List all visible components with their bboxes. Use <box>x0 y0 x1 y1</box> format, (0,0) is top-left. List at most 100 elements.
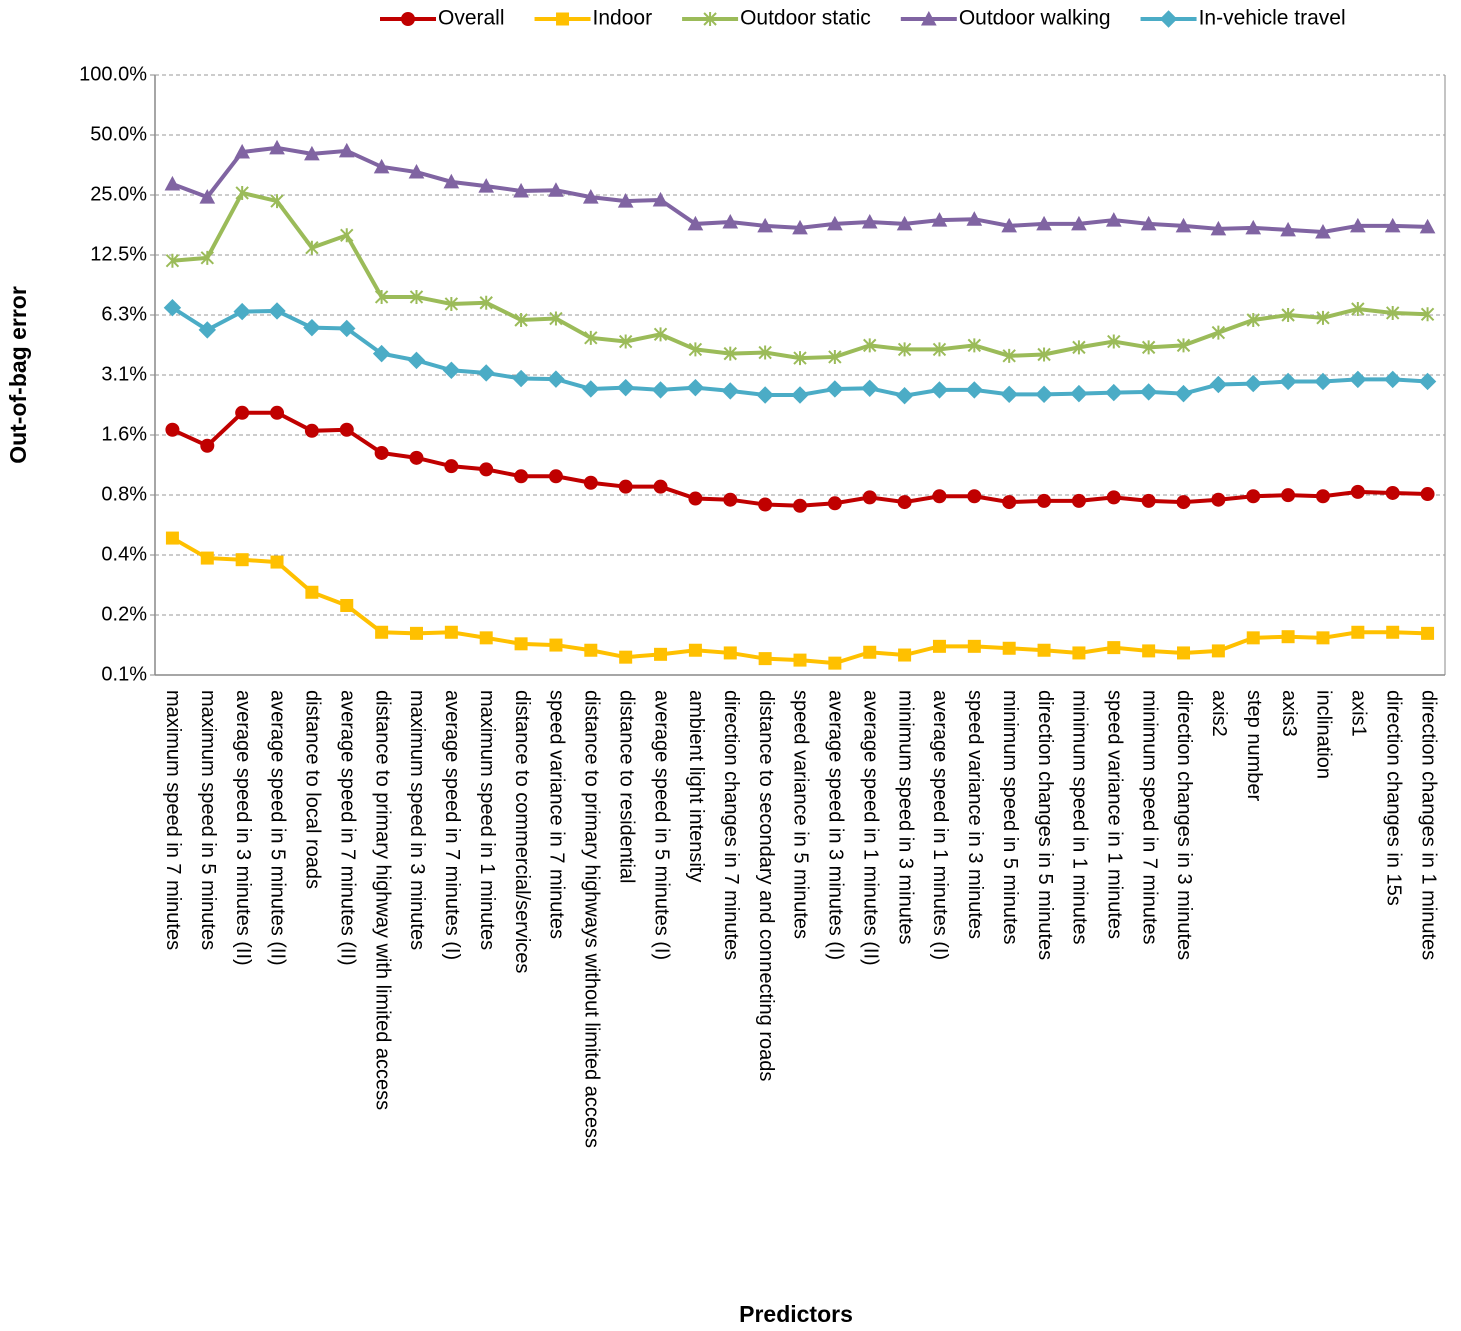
data-point <box>200 250 215 265</box>
data-point <box>1211 492 1226 507</box>
data-point <box>582 380 600 398</box>
data-point <box>967 489 982 504</box>
data-point <box>863 645 877 659</box>
data-point <box>338 319 356 338</box>
data-point <box>409 289 424 304</box>
data-point <box>1036 215 1052 231</box>
data-point <box>1001 217 1018 233</box>
data-point <box>758 345 772 360</box>
x-tick-label: distance to local roads <box>302 690 324 889</box>
series-line <box>171 536 1428 666</box>
data-point <box>305 585 319 599</box>
y-axis-title: Out-of-bag error <box>5 286 31 464</box>
y-tick-label: 1.6% <box>101 423 147 445</box>
data-point <box>304 423 319 438</box>
data-point <box>967 639 981 653</box>
data-point <box>1002 348 1016 363</box>
data-point <box>1419 218 1436 234</box>
data-point <box>1280 221 1296 237</box>
data-point <box>1246 312 1260 327</box>
data-point <box>722 213 739 229</box>
data-point <box>932 639 946 653</box>
data-point <box>1246 631 1260 645</box>
data-point <box>1175 217 1192 233</box>
data-point <box>1071 493 1086 508</box>
data-point <box>1037 643 1051 657</box>
data-point <box>827 496 842 511</box>
data-point <box>1141 340 1156 355</box>
data-point <box>583 475 598 490</box>
legend-item: Indoor <box>534 7 652 30</box>
data-point <box>1315 489 1330 504</box>
data-point <box>200 438 215 453</box>
data-point <box>1177 646 1191 660</box>
data-point <box>547 370 565 388</box>
data-point <box>443 173 460 189</box>
data-point <box>340 598 354 612</box>
x-tick-label: average speed in 7 minutes (I) <box>441 690 463 960</box>
series-line <box>172 190 1428 361</box>
data-point <box>861 213 878 229</box>
data-point <box>1418 372 1437 391</box>
x-tick-label: direction changes in 3 minutes <box>1173 690 1195 960</box>
data-point <box>757 217 773 233</box>
data-point <box>618 479 633 494</box>
series-line <box>171 410 1428 508</box>
data-point <box>828 656 842 670</box>
data-point <box>1279 372 1297 391</box>
data-point <box>514 469 529 484</box>
data-point <box>1002 495 1017 510</box>
data-point <box>688 643 702 657</box>
data-point <box>1384 217 1401 233</box>
x-tick-label: average speed in 5 minutes (I) <box>650 690 672 960</box>
data-point <box>931 212 948 227</box>
x-tick-label: maximum speed in 5 minutes <box>197 690 219 950</box>
data-point <box>514 637 528 651</box>
data-point <box>512 369 530 388</box>
y-tick-label: 3.1% <box>101 363 147 385</box>
data-point <box>235 185 249 200</box>
data-point <box>1141 493 1156 508</box>
data-point <box>165 531 179 545</box>
data-point <box>270 555 284 569</box>
x-tick-label: axis1 <box>1348 690 1370 737</box>
data-point <box>897 495 912 510</box>
data-point <box>1139 383 1158 401</box>
data-point <box>1314 372 1332 391</box>
legend-label: In-vehicle travel <box>1199 7 1346 30</box>
y-tick-label: 0.8% <box>101 483 147 505</box>
data-point <box>269 139 285 155</box>
data-point <box>1281 630 1295 644</box>
data-point <box>235 405 250 420</box>
data-point <box>1035 385 1053 404</box>
legend-item: Outdoor static <box>682 7 871 30</box>
legend-label: Outdoor walking <box>959 7 1111 30</box>
data-point <box>373 158 390 174</box>
data-point <box>1211 644 1225 658</box>
y-tick-label: 100.0% <box>79 63 147 85</box>
data-point <box>1107 641 1121 655</box>
data-point <box>303 318 321 337</box>
legend-item: Overall <box>380 7 505 30</box>
data-point <box>1037 347 1051 362</box>
data-point <box>1174 384 1193 403</box>
data-point <box>200 551 214 565</box>
data-point <box>930 381 949 399</box>
x-tick-label: direction changes in 1 minutes <box>1417 690 1439 960</box>
data-point <box>1385 305 1400 320</box>
data-point <box>758 497 773 512</box>
data-point <box>861 379 879 398</box>
x-tick-label: axis3 <box>1278 690 1300 737</box>
x-tick-label: distance to primary highways without lim… <box>581 690 603 1148</box>
data-point <box>687 215 704 231</box>
data-point <box>479 631 493 645</box>
data-point <box>165 253 180 268</box>
data-point <box>1351 301 1365 316</box>
x-tick-label: inclination <box>1313 690 1335 779</box>
data-point <box>1385 485 1400 500</box>
data-point <box>444 296 459 311</box>
data-point <box>165 422 180 437</box>
data-point <box>548 469 563 484</box>
x-tick-label: minimum speed in 1 minutes <box>1069 690 1091 945</box>
data-point <box>863 338 877 353</box>
